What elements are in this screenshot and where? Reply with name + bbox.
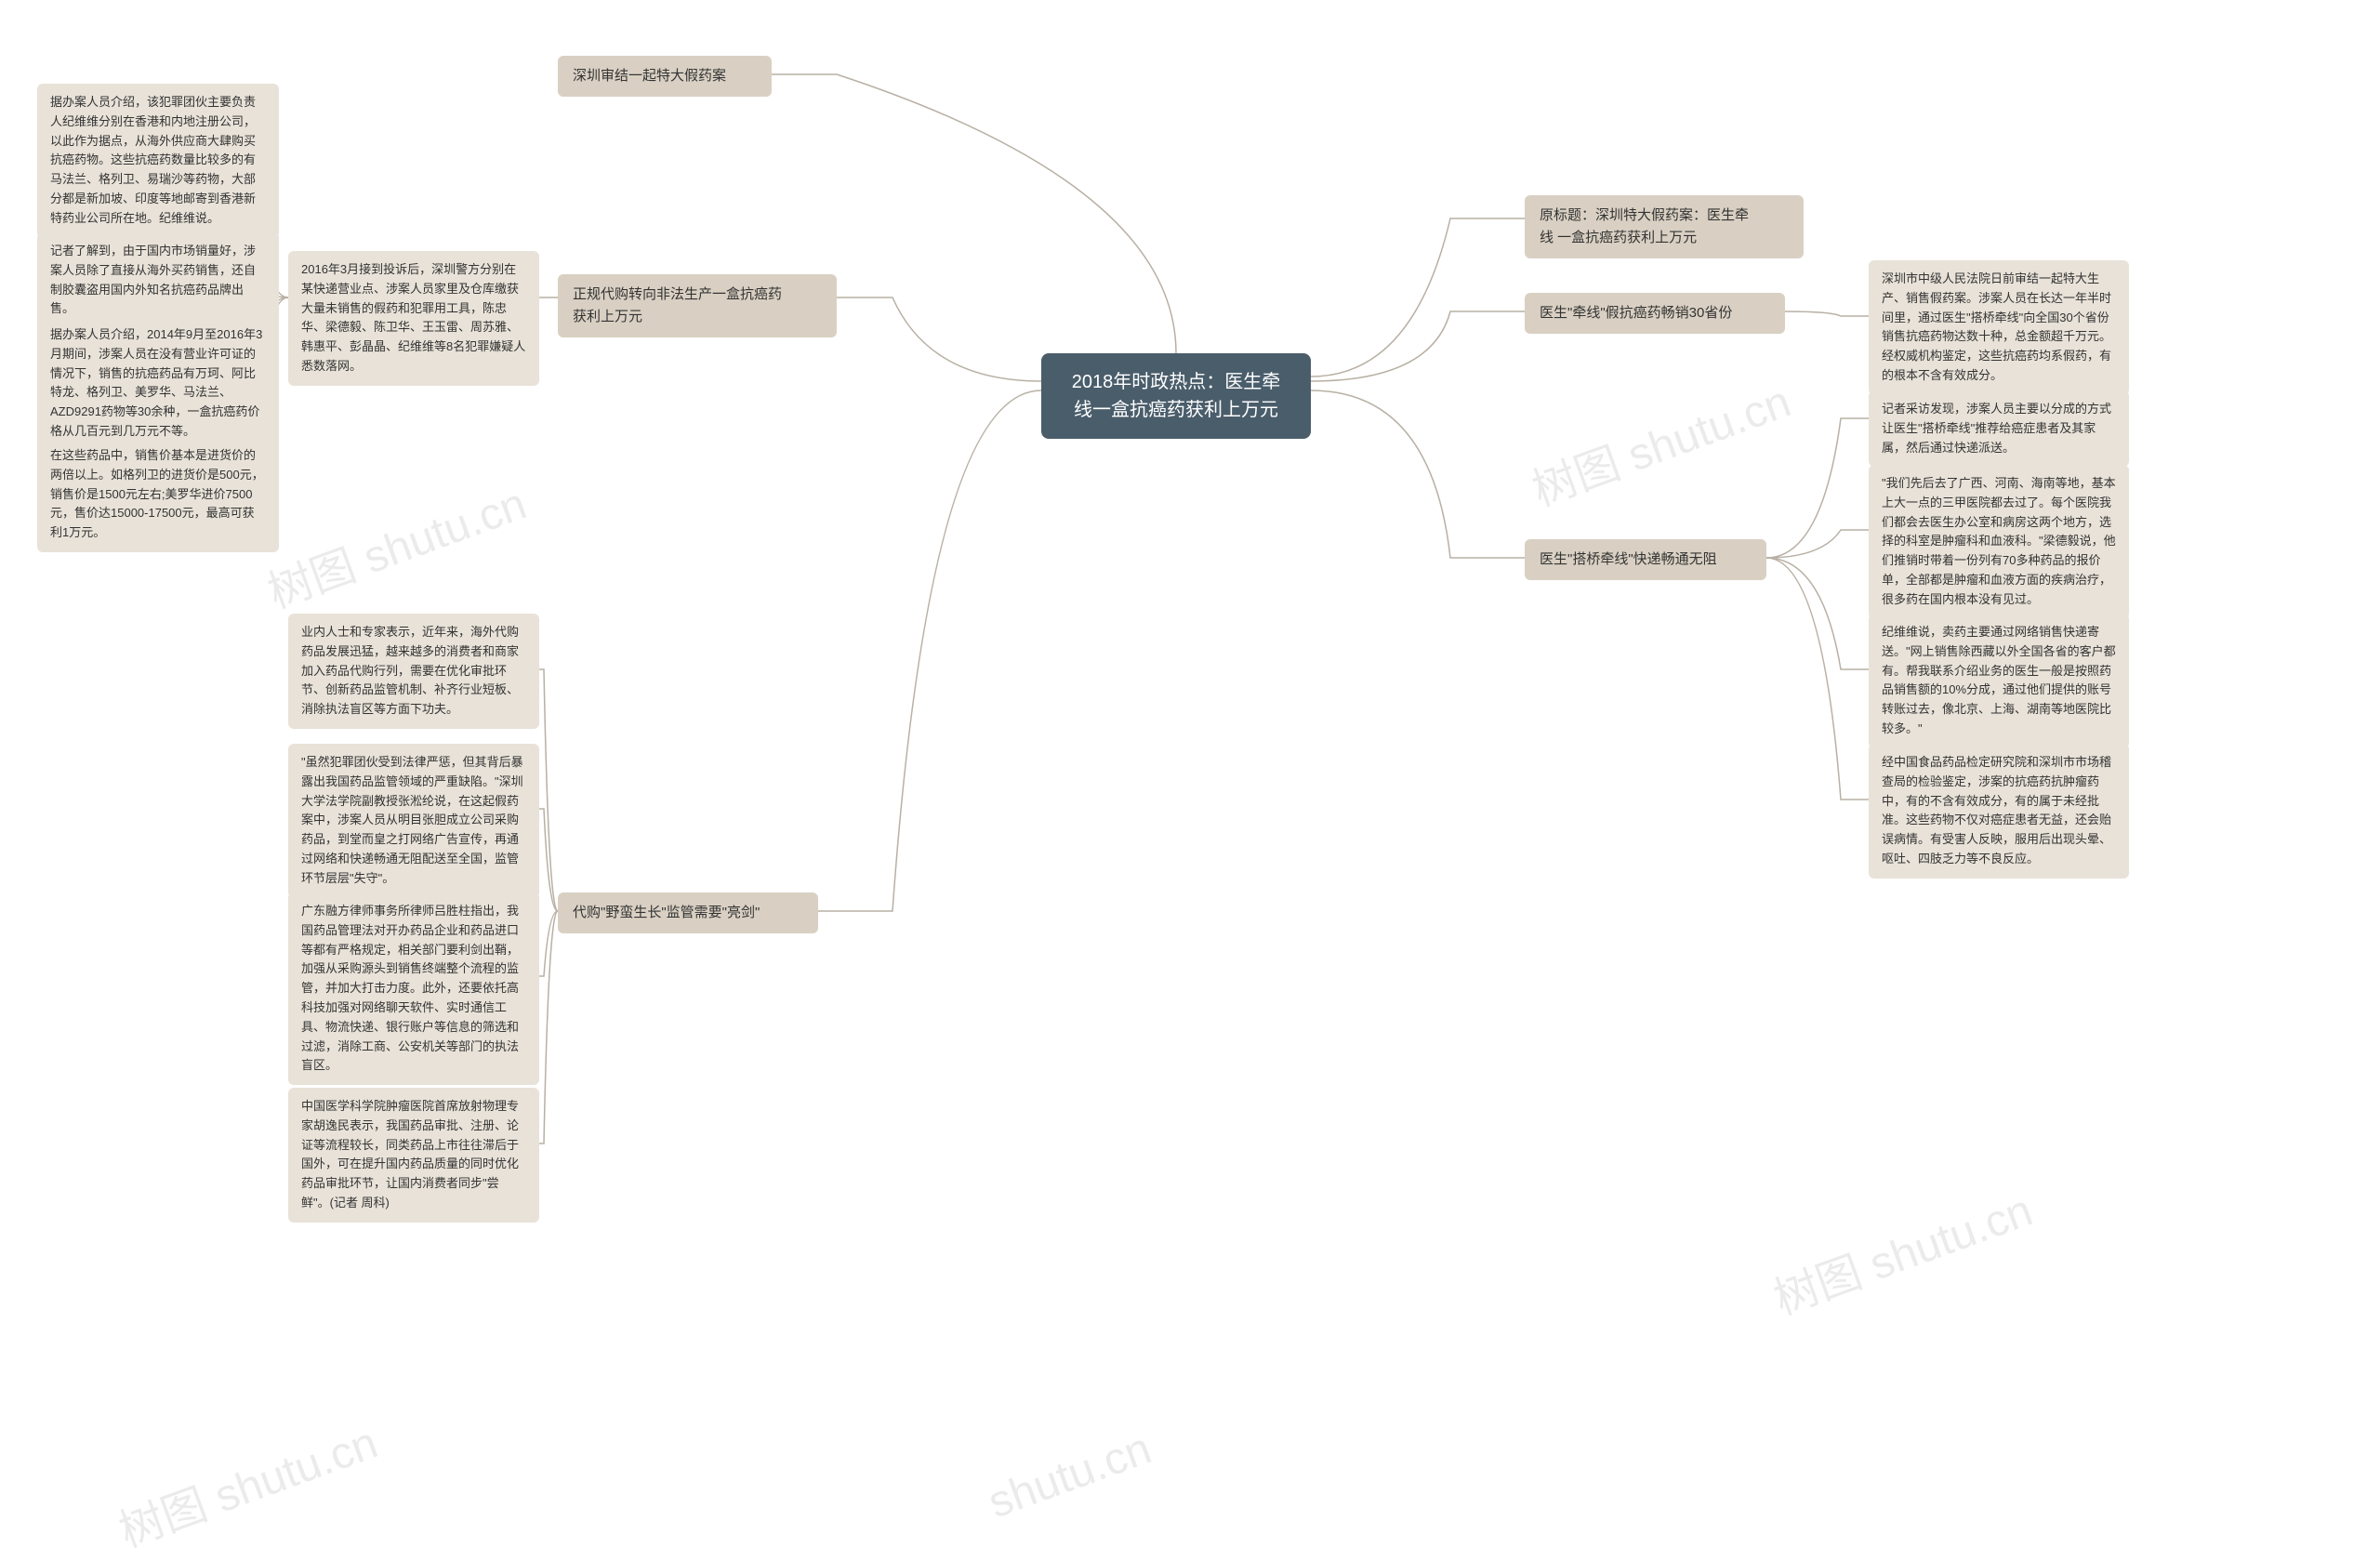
leaf-left2-2: 广东融方律师事务所律师吕胜柱指出，我国药品管理法对开办药品企业和药品进口等都有严… [288,892,539,1085]
branch-right1: 原标题：深圳特大假药案：医生牵线 一盒抗癌药获利上万元 [1525,195,1804,258]
branch-left2: 代购"野蛮生长"监管需要"亮剑" [558,892,818,933]
watermark: 树图 shutu.cn [1764,1173,2040,1327]
watermark: shutu.cn [982,1423,1157,1529]
branch-right3: 医生"搭桥牵线"快递畅通无阻 [1525,539,1766,580]
leaf-right3-3: 经中国食品药品检定研究院和深圳市市场稽查局的检验鉴定，涉案的抗癌药抗肿瘤药中，有… [1869,744,2129,879]
leaf-left2-0: 业内人士和专家表示，近年来，海外代购药品发展迅猛，越来越多的消费者和商家加入药品… [288,614,539,729]
watermark: 树图 shutu.cn [258,467,534,620]
branch-right2: 医生"牵线"假抗癌药畅销30省份 [1525,293,1785,334]
leaf-left1-1: 据办案人员介绍，该犯罪团伙主要负责人纪维维分别在香港和内地注册公司，以此作为据点… [37,84,279,238]
watermark: 树图 shutu.cn [1522,364,1798,518]
leaf-left1-2: 记者了解到，由于国内市场销量好，涉案人员除了直接从海外买药销售，还自制胶囊盗用国… [37,232,279,328]
leaf-left2-1: "虽然犯罪团伙受到法律严惩，但其背后暴露出我国药品监管领域的严重缺陷。"深圳大学… [288,744,539,898]
leaf-right2-0: 深圳市中级人民法院日前审结一起特大生产、销售假药案。涉案人员在长达一年半时间里，… [1869,260,2129,395]
leaf-right3-0: 记者采访发现，涉案人员主要以分成的方式让医生"搭桥牵线"推荐给癌症患者及其家属，… [1869,390,2129,467]
leaf-right3-1: "我们先后去了广西、河南、海南等地，基本上大一点的三甲医院都去过了。每个医院我们… [1869,465,2129,619]
branch-top: 深圳审结一起特大假药案 [558,56,772,97]
watermark: 树图 shutu.cn [109,1406,385,1559]
leaf-left2-3: 中国医学科学院肿瘤医院首席放射物理专家胡逸民表示，我国药品审批、注册、论证等流程… [288,1088,539,1223]
leaf-left1-summary: 2016年3月接到投诉后，深圳警方分别在某快递营业点、涉案人员家里及仓库缴获大量… [288,251,539,386]
leaf-left1-4: 在这些药品中，销售价基本是进货价的两倍以上。如格列卫的进货价是500元，销售价是… [37,437,279,552]
center-node: 2018年时政热点：医生牵线一盒抗癌药获利上万元 [1041,353,1311,439]
leaf-left1-3: 据办案人员介绍，2014年9月至2016年3月期间，涉案人员在没有营业许可证的情… [37,316,279,451]
branch-left1: 正规代购转向非法生产一盒抗癌药获利上万元 [558,274,837,337]
leaf-right3-2: 纪维维说，卖药主要通过网络销售快递寄送。"网上销售除西藏以外全国各省的客户都有。… [1869,614,2129,748]
